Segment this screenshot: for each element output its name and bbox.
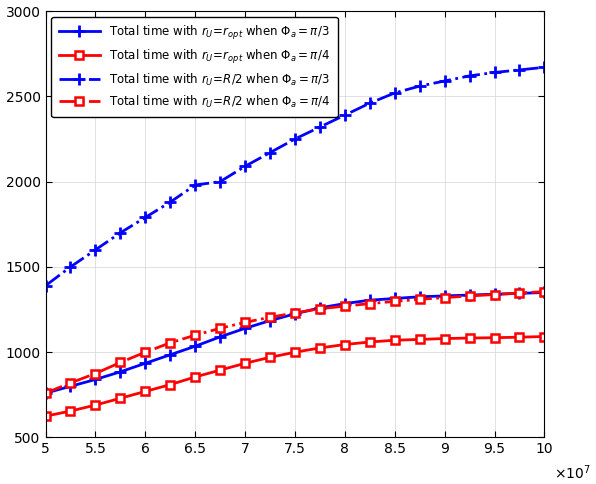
Total time with $r_{U}\!=\!r_{opt}$ when $\Phi_a = \pi/4$ [92,402,99,408]
Total time with $r_{U}\!=\!R/2$ when $\Phi_a = \pi/3$ [241,164,249,169]
Total time with $r_{U}\!=\!R/2$ when $\Phi_a = \pi/3$ [92,247,99,253]
Total time with $r_{U}\!=\!r_{opt}$ when $\Phi_a = \pi/3$ [416,294,423,300]
Total time with $r_{U}\!=\!R/2$ when $\Phi_a = \pi/3$ [391,90,398,96]
Total time with $r_{U}\!=\!R/2$ when $\Phi_a = \pi/3$ [491,70,498,76]
Total time with $r_{U}\!=\!R/2$ when $\Phi_a = \pi/4$ [541,289,548,295]
Total time with $r_{U}\!=\!r_{opt}$ when $\Phi_a = \pi/4$ [241,361,249,366]
Total time with $r_{U}\!=\!R/2$ when $\Phi_a = \pi/4$ [241,319,249,325]
Total time with $r_{U}\!=\!r_{opt}$ when $\Phi_a = \pi/4$ [266,354,274,360]
Total time with $r_{U}\!=\!R/2$ when $\Phi_a = \pi/3$ [117,230,124,236]
Total time with $r_{U}\!=\!r_{opt}$ when $\Phi_a = \pi/4$ [541,333,548,339]
Total time with $r_{U}\!=\!R/2$ when $\Phi_a = \pi/4$ [42,390,49,396]
Text: $\times10^7$: $\times10^7$ [554,463,591,482]
Total time with $r_{U}\!=\!R/2$ when $\Phi_a = \pi/3$ [516,67,523,73]
Legend: Total time with $r_{U}\!=\!r_{opt}$ when $\Phi_a = \pi/3$, Total time with $r_{U: Total time with $r_{U}\!=\!r_{opt}$ when… [51,17,338,117]
Total time with $r_{U}\!=\!r_{opt}$ when $\Phi_a = \pi/3$ [216,334,224,340]
Total time with $r_{U}\!=\!R/2$ when $\Phi_a = \pi/4$ [366,301,373,306]
Total time with $r_{U}\!=\!R/2$ when $\Phi_a = \pi/3$ [541,64,548,70]
Total time with $r_{U}\!=\!R/2$ when $\Phi_a = \pi/3$ [416,83,423,89]
Total time with $r_{U}\!=\!R/2$ when $\Phi_a = \pi/3$ [266,150,274,155]
Total time with $r_{U}\!=\!R/2$ when $\Phi_a = \pi/4$ [491,292,498,298]
Total time with $r_{U}\!=\!r_{opt}$ when $\Phi_a = \pi/3$ [291,311,299,317]
Total time with $r_{U}\!=\!r_{opt}$ when $\Phi_a = \pi/3$ [241,325,249,331]
Total time with $r_{U}\!=\!R/2$ when $\Phi_a = \pi/3$ [192,182,199,188]
Total time with $r_{U}\!=\!R/2$ when $\Phi_a = \pi/3$ [67,264,74,270]
Total time with $r_{U}\!=\!r_{opt}$ when $\Phi_a = \pi/4$ [67,408,74,414]
Total time with $r_{U}\!=\!R/2$ when $\Phi_a = \pi/4$ [516,290,523,296]
Total time with $r_{U}\!=\!R/2$ when $\Phi_a = \pi/4$ [67,380,74,386]
Total time with $r_{U}\!=\!r_{opt}$ when $\Phi_a = \pi/3$ [192,343,199,349]
Line: Total time with $r_{U}\!=\!R/2$ when $\Phi_a = \pi/3$: Total time with $r_{U}\!=\!R/2$ when $\P… [39,61,551,292]
Total time with $r_{U}\!=\!r_{opt}$ when $\Phi_a = \pi/4$ [466,335,473,341]
Total time with $r_{U}\!=\!r_{opt}$ when $\Phi_a = \pi/4$ [391,337,398,343]
Total time with $r_{U}\!=\!r_{opt}$ when $\Phi_a = \pi/4$ [516,334,523,340]
Line: Total time with $r_{U}\!=\!r_{opt}$ when $\Phi_a = \pi/4$: Total time with $r_{U}\!=\!r_{opt}$ when… [41,333,548,420]
Total time with $r_{U}\!=\!r_{opt}$ when $\Phi_a = \pi/3$ [516,290,523,296]
Total time with $r_{U}\!=\!r_{opt}$ when $\Phi_a = \pi/4$ [316,345,324,351]
Total time with $r_{U}\!=\!R/2$ when $\Phi_a = \pi/3$ [142,214,149,220]
Total time with $r_{U}\!=\!R/2$ when $\Phi_a = \pi/3$ [466,73,473,79]
Total time with $r_{U}\!=\!r_{opt}$ when $\Phi_a = \pi/4$ [216,367,224,373]
Total time with $r_{U}\!=\!r_{opt}$ when $\Phi_a = \pi/3$ [142,361,149,366]
Total time with $r_{U}\!=\!R/2$ when $\Phi_a = \pi/3$ [167,199,174,205]
Total time with $r_{U}\!=\!R/2$ when $\Phi_a = \pi/3$ [441,78,448,84]
Total time with $r_{U}\!=\!r_{opt}$ when $\Phi_a = \pi/4$ [291,349,299,355]
Total time with $r_{U}\!=\!R/2$ when $\Phi_a = \pi/4$ [92,371,99,377]
Total time with $r_{U}\!=\!r_{opt}$ when $\Phi_a = \pi/3$ [316,305,324,311]
Total time with $r_{U}\!=\!R/2$ when $\Phi_a = \pi/4$ [391,299,398,304]
Total time with $r_{U}\!=\!r_{opt}$ when $\Phi_a = \pi/4$ [416,336,423,342]
Total time with $r_{U}\!=\!R/2$ when $\Phi_a = \pi/3$ [291,136,299,142]
Line: Total time with $r_{U}\!=\!r_{opt}$ when $\Phi_a = \pi/3$: Total time with $r_{U}\!=\!r_{opt}$ when… [39,286,551,399]
Total time with $r_{U}\!=\!r_{opt}$ when $\Phi_a = \pi/4$ [142,389,149,394]
Total time with $r_{U}\!=\!R/2$ when $\Phi_a = \pi/3$ [216,179,224,184]
Line: Total time with $r_{U}\!=\!R/2$ when $\Phi_a = \pi/4$: Total time with $r_{U}\!=\!R/2$ when $\P… [41,287,548,397]
Total time with $r_{U}\!=\!R/2$ when $\Phi_a = \pi/3$ [366,100,373,106]
Total time with $r_{U}\!=\!r_{opt}$ when $\Phi_a = \pi/3$ [167,352,174,358]
Total time with $r_{U}\!=\!r_{opt}$ when $\Phi_a = \pi/4$ [192,374,199,380]
Total time with $r_{U}\!=\!R/2$ when $\Phi_a = \pi/4$ [266,314,274,320]
Total time with $r_{U}\!=\!R/2$ when $\Phi_a = \pi/4$ [441,295,448,301]
Total time with $r_{U}\!=\!r_{opt}$ when $\Phi_a = \pi/3$ [342,301,349,306]
Total time with $r_{U}\!=\!r_{opt}$ when $\Phi_a = \pi/3$ [441,293,448,299]
Total time with $r_{U}\!=\!r_{opt}$ when $\Phi_a = \pi/3$ [491,291,498,297]
Total time with $r_{U}\!=\!r_{opt}$ when $\Phi_a = \pi/4$ [167,382,174,388]
Total time with $r_{U}\!=\!R/2$ when $\Phi_a = \pi/4$ [466,293,473,299]
Total time with $r_{U}\!=\!R/2$ when $\Phi_a = \pi/4$ [416,296,423,302]
Total time with $r_{U}\!=\!r_{opt}$ when $\Phi_a = \pi/4$ [491,335,498,341]
Total time with $r_{U}\!=\!r_{opt}$ when $\Phi_a = \pi/3$ [466,292,473,298]
Total time with $r_{U}\!=\!R/2$ when $\Phi_a = \pi/4$ [316,306,324,312]
Total time with $r_{U}\!=\!r_{opt}$ when $\Phi_a = \pi/3$ [42,390,49,396]
Total time with $r_{U}\!=\!R/2$ when $\Phi_a = \pi/3$ [342,112,349,118]
Total time with $r_{U}\!=\!r_{opt}$ when $\Phi_a = \pi/3$ [366,297,373,303]
Total time with $r_{U}\!=\!r_{opt}$ when $\Phi_a = \pi/3$ [92,377,99,382]
Total time with $r_{U}\!=\!r_{opt}$ when $\Phi_a = \pi/4$ [366,339,373,345]
Total time with $r_{U}\!=\!r_{opt}$ when $\Phi_a = \pi/4$ [117,395,124,401]
Total time with $r_{U}\!=\!R/2$ when $\Phi_a = \pi/3$ [316,124,324,130]
Total time with $r_{U}\!=\!r_{opt}$ when $\Phi_a = \pi/3$ [391,296,398,302]
Total time with $r_{U}\!=\!r_{opt}$ when $\Phi_a = \pi/3$ [266,318,274,323]
Total time with $r_{U}\!=\!r_{opt}$ when $\Phi_a = \pi/3$ [541,289,548,295]
Total time with $r_{U}\!=\!R/2$ when $\Phi_a = \pi/4$ [117,360,124,365]
Total time with $r_{U}\!=\!R/2$ when $\Phi_a = \pi/4$ [291,310,299,316]
Total time with $r_{U}\!=\!r_{opt}$ when $\Phi_a = \pi/4$ [42,413,49,419]
Total time with $r_{U}\!=\!R/2$ when $\Phi_a = \pi/3$ [42,283,49,288]
Total time with $r_{U}\!=\!R/2$ when $\Phi_a = \pi/4$ [167,340,174,346]
Total time with $r_{U}\!=\!R/2$ when $\Phi_a = \pi/4$ [342,303,349,309]
Total time with $r_{U}\!=\!R/2$ when $\Phi_a = \pi/4$ [216,325,224,331]
Total time with $r_{U}\!=\!r_{opt}$ when $\Phi_a = \pi/4$ [441,335,448,341]
Total time with $r_{U}\!=\!r_{opt}$ when $\Phi_a = \pi/4$ [342,342,349,348]
Total time with $r_{U}\!=\!R/2$ when $\Phi_a = \pi/4$ [142,349,149,355]
Total time with $r_{U}\!=\!R/2$ when $\Phi_a = \pi/4$ [192,332,199,338]
Total time with $r_{U}\!=\!r_{opt}$ when $\Phi_a = \pi/3$ [117,369,124,375]
Total time with $r_{U}\!=\!r_{opt}$ when $\Phi_a = \pi/3$ [67,383,74,389]
